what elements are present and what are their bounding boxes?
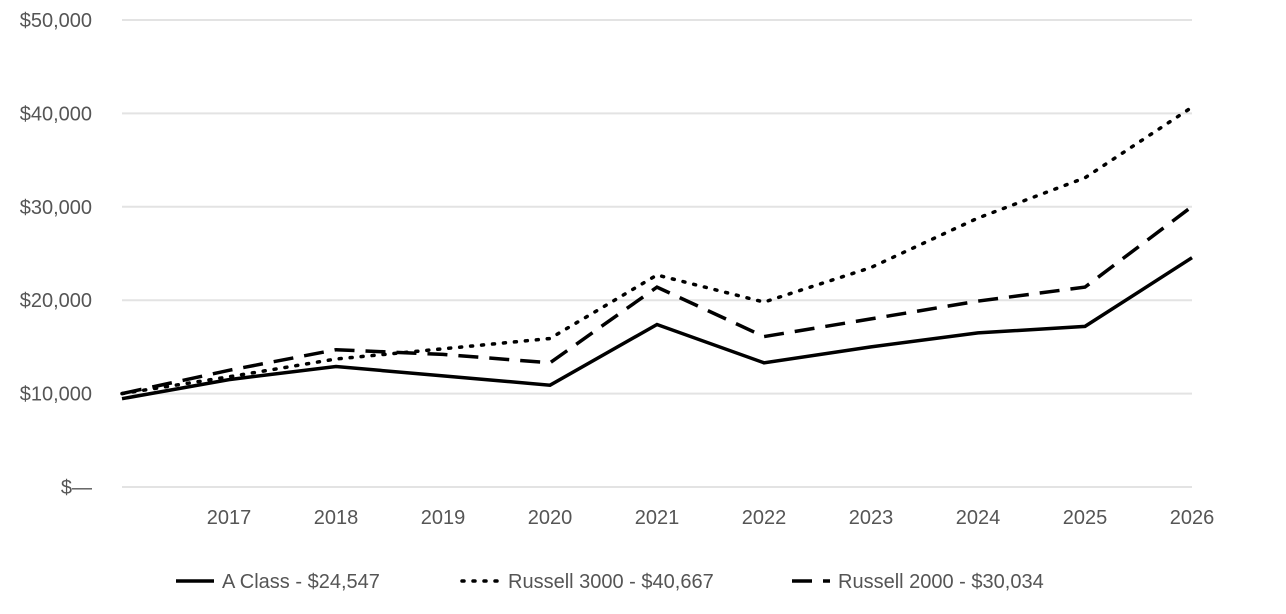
x-tick-label: 2019 [421,507,466,529]
y-tick-label: $40,000 [20,103,92,125]
series-line-1 [121,256,1193,401]
x-tick-label: 2017 [207,507,252,529]
x-tick-label: 2024 [956,507,1001,529]
x-axis-tick-labels: 2017 2018 2019 2020 2021 2022 2023 2024 2025 2026 [207,507,1215,529]
y-tick-label: $10,000 [20,384,92,406]
series-lines [120,105,1194,401]
series-line-2 [120,105,1194,396]
legend-label-1: A Class - $24,547 [222,571,380,593]
x-tick-label: 2022 [742,507,787,529]
series-line-3 [121,205,1194,396]
x-tick-label: 2020 [528,507,573,529]
x-tick-label: 2026 [1170,507,1215,529]
x-tick-label: 2025 [1063,507,1108,529]
y-tick-label: $30,000 [20,197,92,219]
grid-lines [122,19,1192,488]
x-tick-label: 2023 [849,507,894,529]
legend-label-2: Russell 3000 - $40,667 [508,571,714,593]
y-axis-tick-labels: $— $10,000 $20,000 $30,000 $40,000 $50,000 [20,10,92,499]
y-tick-label: $50,000 [20,10,92,32]
x-tick-label: 2018 [314,507,359,529]
legend-label-3: Russell 2000 - $30,034 [838,571,1044,593]
y-tick-label: $20,000 [20,290,92,312]
legend: A Class - $24,547 Russell 3000 - $40,667 R… [176,571,1044,593]
y-tick-label: $— [61,477,92,499]
x-tick-label: 2021 [635,507,680,529]
